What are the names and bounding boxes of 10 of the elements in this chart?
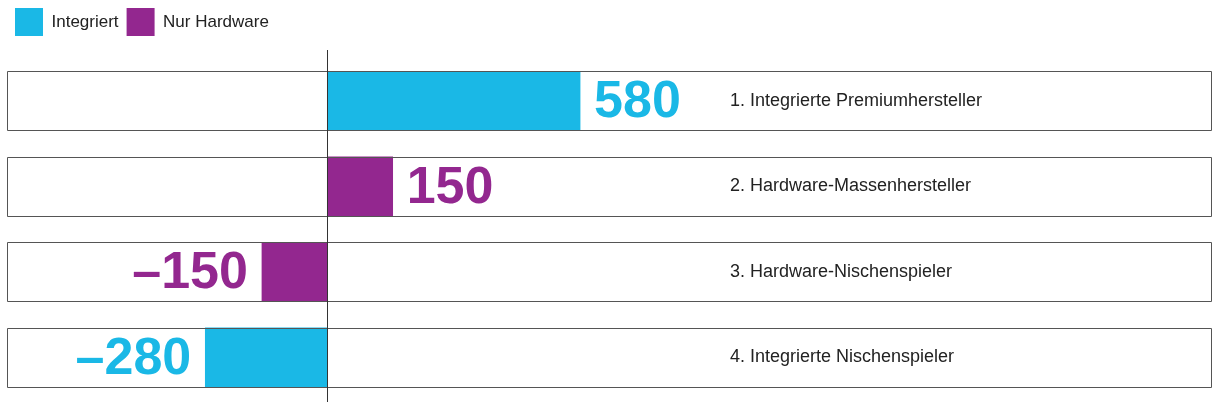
legend-label: Nur Hardware — [163, 11, 269, 31]
y-tick-label: 4. Integrierte Nischenspieler — [730, 346, 955, 367]
data-label: 580 — [594, 70, 681, 129]
data-label: –280 — [75, 326, 192, 385]
y-tick-label: 3. Hardware-Nischenspieler — [730, 260, 953, 281]
y-tick-label: 1. Integrierte Premiumhersteller — [730, 89, 983, 110]
data-label: –150 — [132, 241, 248, 300]
data-label: 150 — [406, 155, 494, 214]
y-tick-label: 2. Hardware-Massenhersteller — [730, 175, 972, 196]
legend-label: Integriert — [51, 11, 119, 31]
